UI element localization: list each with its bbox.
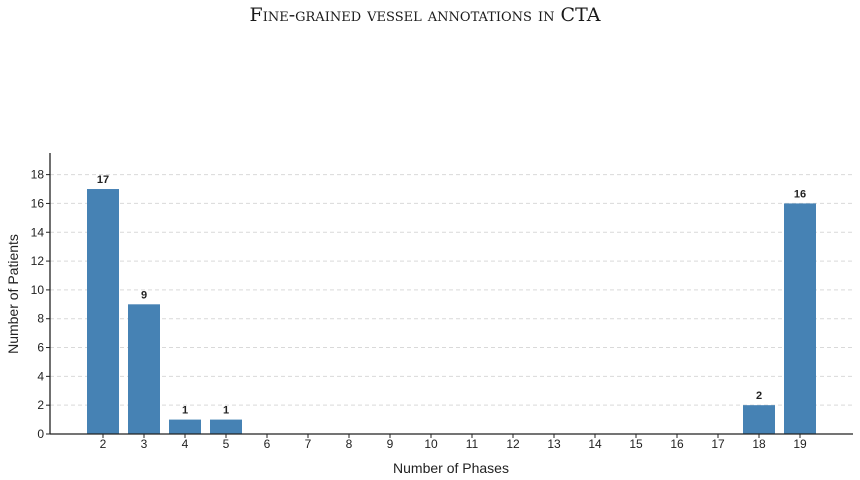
bar (128, 304, 160, 434)
x-tick-label: 5 (223, 437, 230, 451)
y-tick-label: 0 (37, 427, 44, 441)
chart-title: Fine-grained vessel annotations in CTA (250, 4, 601, 26)
y-tick-label: 10 (31, 283, 45, 297)
y-tick-label: 14 (31, 225, 45, 239)
x-tick-label: 6 (264, 437, 271, 451)
data-label: 1 (223, 405, 229, 417)
y-tick-label: 2 (37, 398, 44, 412)
x-tick-label: 2 (100, 437, 107, 451)
x-tick-label: 16 (670, 437, 684, 451)
gridlines (50, 174, 853, 406)
x-tick-label: 15 (629, 437, 643, 451)
x-tick-label: 7 (305, 437, 312, 451)
x-tick-label: 14 (588, 437, 602, 451)
x-tick-label: 10 (424, 437, 438, 451)
x-tick-label: 11 (466, 437, 479, 451)
bar (169, 419, 201, 434)
x-tick-label: 19 (793, 437, 807, 451)
data-label: 9 (141, 289, 147, 301)
y-tick-label: 16 (31, 196, 45, 210)
x-tick-label: 12 (506, 437, 520, 451)
x-tick-label: 8 (346, 437, 353, 451)
y-tick-label: 18 (31, 168, 45, 182)
x-tick-label: 18 (752, 437, 766, 451)
bars: 17 9 1 1 2 16 (87, 174, 816, 434)
x-tick-label: 17 (711, 437, 725, 451)
data-label: 16 (794, 188, 806, 200)
x-tick-label: 3 (141, 437, 148, 451)
y-tick-label: 8 (37, 312, 44, 326)
y-tick-label: 4 (37, 369, 44, 383)
x-tick-label: 13 (547, 437, 561, 451)
data-label: 2 (756, 390, 762, 402)
bar (210, 419, 242, 434)
bar (743, 405, 775, 434)
bar (784, 203, 816, 434)
data-label: 1 (182, 405, 188, 417)
x-tick-label: 9 (387, 437, 394, 451)
x-tick-label: 4 (182, 437, 189, 451)
y-tick-label: 12 (31, 254, 45, 268)
bar (87, 189, 119, 434)
y-tick-label: 6 (37, 341, 44, 355)
data-label: 17 (97, 174, 109, 186)
y-axis-label: Number of Patients (5, 234, 21, 354)
x-axis-label: Number of Phases (393, 460, 509, 476)
